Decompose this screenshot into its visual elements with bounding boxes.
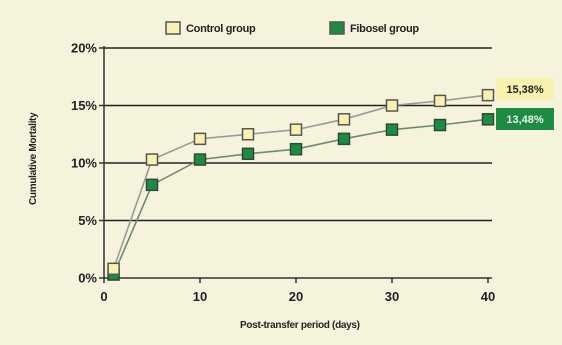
series-layer [107,88,495,281]
data-point-0 [289,123,303,136]
end-callout-fibosel: 13,48% [496,108,554,130]
data-point-0 [107,262,120,276]
legend-label-fibosel: Fibosel group [350,23,419,35]
x-tick-label: 30 [385,289,399,304]
data-point-0 [385,99,399,112]
end-callout-control: 15,38% [496,78,554,100]
data-point-0 [433,94,447,108]
y-axis-ticks: 0% 5% 10% 15% 20% [71,41,104,286]
x-axis-ticks: 0 10 20 30 40 [100,278,495,304]
legend: Control group Fibosel group [165,21,420,35]
data-point-1 [385,123,399,136]
data-point-1 [433,118,447,132]
end-callout-control-label: 15,38% [506,84,544,96]
x-tick-label: 0 [100,289,107,304]
y-tick-label: 5% [78,213,97,228]
data-point-0 [481,88,495,102]
end-callout-control-box [496,78,554,100]
data-point-1 [289,142,303,156]
data-point-1 [193,153,207,166]
data-point-0 [193,132,207,146]
y-axis-title: Cumulative Mortality [28,112,39,205]
legend-swatch-fibosel [329,21,345,35]
data-point-0 [241,128,255,141]
data-point-1 [145,178,159,192]
data-point-1 [481,113,495,126]
y-tick-label: 0% [78,271,97,286]
data-point-1 [337,132,351,146]
y-tick-label: 20% [71,41,97,56]
data-point-0 [145,153,159,166]
x-tick-label: 40 [481,289,495,304]
x-axis-title: Post-transfer period (days) [240,320,360,331]
end-callout-fibosel-box [496,108,554,130]
legend-label-control: Control group [186,23,256,35]
x-tick-label: 20 [289,289,303,304]
y-tick-label: 15% [71,98,97,113]
end-callout-fibosel-label: 13,48% [506,114,544,126]
gridlines [104,47,492,222]
x-tick-label: 10 [193,289,207,304]
y-tick-label: 10% [71,156,97,171]
data-point-1 [241,147,255,161]
data-point-0 [337,113,351,126]
legend-swatch-control [165,21,181,35]
